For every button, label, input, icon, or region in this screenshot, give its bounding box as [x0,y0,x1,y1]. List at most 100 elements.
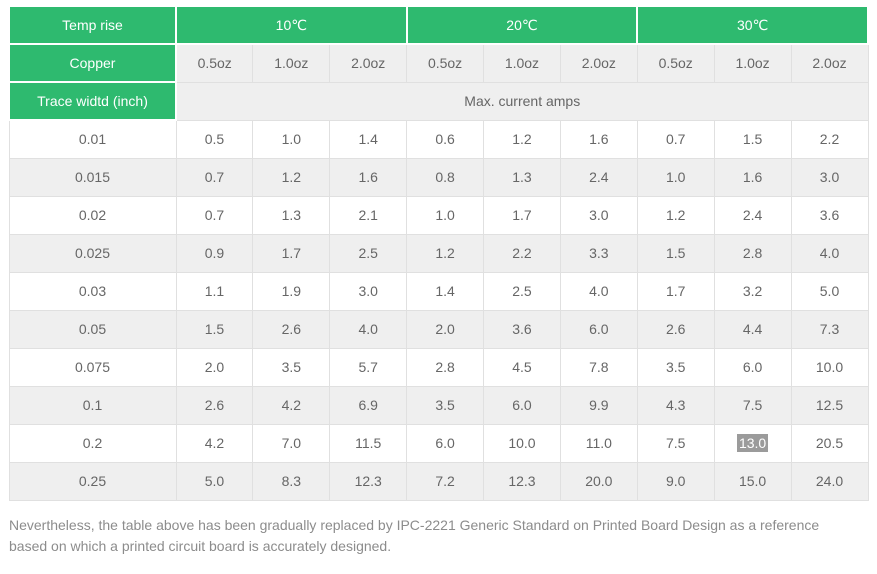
current-value-cell: 2.0 [175,347,254,387]
header-copper: Copper [8,43,177,83]
current-value-cell: 4.0 [329,309,408,349]
table-row: 0.03 1.1 1.9 3.0 1.4 2.5 4.0 1.7 3.2 5.0 [8,271,869,311]
current-value-cell: 1.3 [483,157,561,197]
current-value-cell: 3.0 [790,157,869,197]
trace-width-cell: 0.075 [8,347,177,387]
current-value-cell: 7.5 [636,423,715,463]
current-value-cell: 9.9 [559,385,638,425]
current-value-cell: 1.6 [713,157,792,197]
current-value-cell: 1.1 [175,271,254,311]
note-paragraph: Nevertheless, the table above has been g… [9,516,820,555]
current-value-cell: 0.5 [175,119,254,159]
current-value-cell: 12.3 [329,461,408,501]
table-body: 0.01 0.5 1.0 1.4 0.6 1.2 1.6 0.7 1.5 2.2 0.015 0.7 1… [8,119,869,501]
temp-rise-row: Temp rise 10℃ 20℃ 30℃ [8,5,869,45]
current-value-cell: 0.8 [406,157,484,197]
table-row: 0.25 5.0 8.3 12.3 7.2 12.3 20.0 9.0 15.0 24.0 [8,461,869,501]
header-oz: 2.0oz [790,43,869,83]
current-value-cell: 4.4 [713,309,792,349]
current-value-cell: 1.7 [252,233,331,273]
current-value-cell: 4.2 [252,385,331,425]
header-temp-20c: 20℃ [405,5,639,45]
current-value-cell: 7.2 [406,461,484,501]
current-value-cell: 4.0 [790,233,869,273]
current-value-cell: 10.0 [483,423,561,463]
current-value-cell: 0.7 [175,195,254,235]
header-trace-width: Trace widtd (inch) [8,81,177,121]
current-value-cell: 3.0 [329,271,408,311]
current-value-cell: 7.0 [252,423,331,463]
current-value-cell: 4.5 [483,347,561,387]
current-value-cell: 0.7 [175,157,254,197]
current-value-cell: 9.0 [636,461,715,501]
current-value-cell: 1.9 [252,271,331,311]
current-value-cell: 1.2 [252,157,331,197]
current-value-cell: 1.6 [329,157,408,197]
current-value-cell: 3.6 [790,195,869,235]
header-oz: 2.0oz [559,43,638,83]
current-value-cell: 2.6 [175,385,254,425]
trace-width-cell: 0.02 [8,195,177,235]
current-value-cell: 1.5 [636,233,715,273]
trace-width-cell: 0.2 [8,423,177,463]
current-value-cell: 0.6 [406,119,484,159]
header-temp-30c: 30℃ [636,5,869,45]
current-value-cell: 2.1 [329,195,408,235]
current-value-cell: 13.0 [713,423,792,463]
current-value-cell: 2.6 [252,309,331,349]
current-value-cell: 1.5 [175,309,254,349]
header-oz: 1.0oz [252,43,331,83]
current-value-cell: 1.5 [713,119,792,159]
table-row: 0.1 2.6 4.2 6.9 3.5 6.0 9.9 4.3 7.5 12.5 [8,385,869,425]
current-value-cell: 3.2 [713,271,792,311]
current-value-cell: 11.5 [329,423,408,463]
trace-width-row: Trace widtd (inch) Max. current amps [8,81,869,121]
current-value-cell: 2.0 [406,309,484,349]
current-value-cell: 0.7 [636,119,715,159]
current-value-cell: 0.9 [175,233,254,273]
current-value-cell: 3.5 [636,347,715,387]
current-value-cell: 6.0 [713,347,792,387]
copper-row: Copper 0.5oz 1.0oz 2.0oz 0.5oz 1.0oz 2.0… [8,43,869,83]
current-value-cell: 7.8 [559,347,638,387]
current-value-cell: 6.0 [406,423,484,463]
current-value-cell: 7.5 [713,385,792,425]
current-value-cell: 2.4 [559,157,638,197]
current-value-cell: 5.0 [790,271,869,311]
trace-width-cell: 0.03 [8,271,177,311]
table-row: 0.05 1.5 2.6 4.0 2.0 3.6 6.0 2.6 4.4 7.3 [8,309,869,349]
current-value-cell: 15.0 [713,461,792,501]
trace-width-cell: 0.05 [8,309,177,349]
current-value-cell: 3.6 [483,309,561,349]
header-oz: 2.0oz [329,43,408,83]
current-value-cell: 1.4 [329,119,408,159]
trace-width-cell: 0.1 [8,385,177,425]
current-value-cell: 8.3 [252,461,331,501]
current-value-cell: 4.2 [175,423,254,463]
current-value-cell: 2.2 [483,233,561,273]
current-value-cell: 10.0 [790,347,869,387]
current-value-cell: 20.5 [790,423,869,463]
header-oz: 0.5oz [636,43,715,83]
current-value-cell: 3.5 [252,347,331,387]
current-value-cell: 7.3 [790,309,869,349]
current-value-cell: 3.3 [559,233,638,273]
header-oz: 0.5oz [406,43,484,83]
current-value-cell: 2.8 [713,233,792,273]
current-value-cell: 2.2 [790,119,869,159]
current-value-cell: 5.0 [175,461,254,501]
trace-width-cell: 0.25 [8,461,177,501]
table-row: 0.02 0.7 1.3 2.1 1.0 1.7 3.0 1.2 2.4 3.6 [8,195,869,235]
current-value-cell: 2.8 [406,347,484,387]
table-row: 0.075 2.0 3.5 5.7 2.8 4.5 7.8 3.5 6.0 10.0 [8,347,869,387]
current-value-cell: 12.3 [483,461,561,501]
trace-width-cell: 0.015 [8,157,177,197]
table-row: 0.015 0.7 1.2 1.6 0.8 1.3 2.4 1.0 1.6 3.0 [8,157,869,197]
current-value-cell: 2.4 [713,195,792,235]
current-value-cell: 5.7 [329,347,408,387]
current-value-cell: 1.0 [406,195,484,235]
trace-width-cell: 0.01 [8,119,177,159]
table-row: 0.025 0.9 1.7 2.5 1.2 2.2 3.3 1.5 2.8 4.0 [8,233,869,273]
table-row: 0.2 4.2 7.0 11.5 6.0 10.0 11.0 7.5 13.0 20.5 [8,423,869,463]
current-value-cell: 1.2 [406,233,484,273]
